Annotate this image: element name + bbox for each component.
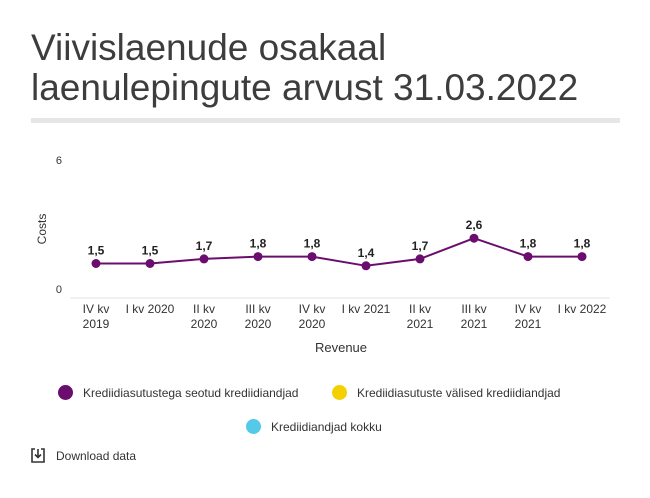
data-point [577,252,587,262]
x-tick-label: III kv [245,302,270,316]
legend-item-seotud[interactable]: Krediidiasutustega seotud krediidiandjad [58,385,298,400]
data-label: 1,8 [574,237,591,251]
x-tick-label: IV kv [83,302,110,316]
data-point [415,254,425,264]
download-icon [31,448,45,463]
x-tick-label: II kv [409,302,431,316]
x-tick-label: II kv [193,302,215,316]
data-point [469,233,479,243]
data-label: 1,8 [250,237,267,251]
data-point [307,252,317,262]
x-tick-label: IV kv [299,302,326,316]
x-tick-label: 2021 [515,317,542,331]
data-label: 2,6 [466,218,483,232]
legend-swatch-kokku [246,419,261,434]
download-label: Download data [56,448,137,463]
legend-swatch-valised [332,385,347,400]
download-data-button[interactable]: Download data [30,447,136,464]
data-point [91,259,101,268]
chart-title-line-1: Viivislaenude osakaal [31,27,387,68]
data-label: 1,4 [358,246,375,260]
data-point [523,252,533,262]
legend-item-kokku[interactable]: Krediidiandjad kokku [246,419,382,434]
data-label: 1,8 [304,237,321,251]
x-tick-label: I kv 2021 [342,302,391,316]
legend-label-valised: Krediidiasutuste välised krediidiandjad [357,385,561,400]
x-tick-label: IV kv [515,302,542,316]
legend-swatch-seotud [58,385,73,400]
data-label: 1,7 [412,239,429,253]
chart-title-line-2: laenulepingute arvust 31.03.2022 [31,67,579,108]
data-label: 1,8 [520,237,537,251]
y-tick-label: 0 [56,284,62,296]
data-label: 1,7 [196,239,213,253]
x-tick-label: 2020 [299,317,326,331]
x-tick-label: I kv 2022 [558,302,607,316]
chart-title: Viivislaenude osakaal laenulepingute arv… [31,28,631,108]
data-point [361,261,371,271]
data-label: 1,5 [142,244,159,258]
x-tick-label: 2021 [461,317,488,331]
data-point [253,252,263,262]
x-tick-label: 2020 [245,317,272,331]
legend-label-seotud: Krediidiasutustega seotud krediidiandjad [83,385,299,400]
x-tick-label: III kv [461,302,486,316]
data-label: 1,5 [88,244,105,258]
legend-label-kokku: Krediidiandjad kokku [271,419,382,434]
data-point [145,259,155,268]
x-tick-label: 2020 [191,317,218,331]
x-tick-label: I kv 2020 [126,302,175,316]
x-tick-label: 2021 [407,317,434,331]
data-point [199,254,209,264]
series-line [96,237,582,267]
y-tick-label: 6 [56,155,62,167]
legend-item-valised[interactable]: Krediidiasutuste välised krediidiandjad [332,385,560,400]
x-tick-label: 2019 [83,317,110,331]
y-axis-title: Costs [35,214,49,245]
title-divider [31,118,620,123]
x-axis-title: Revenue [315,340,367,355]
